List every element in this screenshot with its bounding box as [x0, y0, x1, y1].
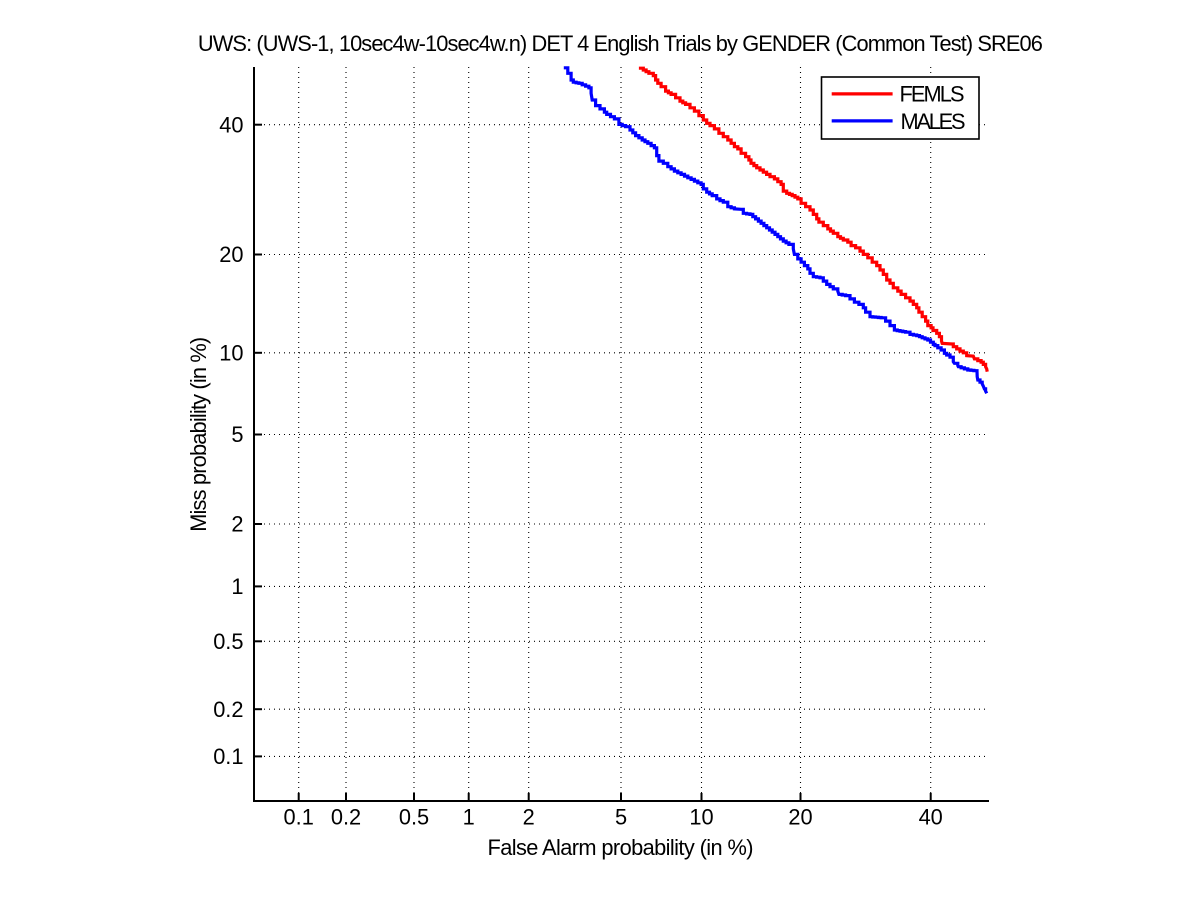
svg-text:1: 1	[463, 805, 475, 830]
svg-text:0.2: 0.2	[213, 697, 243, 722]
svg-text:20: 20	[219, 242, 243, 267]
svg-text:0.1: 0.1	[284, 805, 314, 830]
svg-text:20: 20	[788, 805, 812, 830]
svg-text:MALES: MALES	[901, 109, 966, 134]
svg-text:5: 5	[615, 805, 627, 830]
svg-text:0.5: 0.5	[213, 629, 243, 654]
svg-text:40: 40	[219, 112, 243, 137]
svg-text:FEMLS: FEMLS	[900, 82, 965, 107]
svg-text:UWS: (UWS-1, 10sec4w-10sec4w.n: UWS: (UWS-1, 10sec4w-10sec4w.n) DET 4 En…	[198, 31, 1043, 56]
svg-text:False Alarm probability (in %): False Alarm probability (in %)	[488, 835, 754, 860]
svg-text:2: 2	[523, 805, 535, 830]
svg-text:Miss probability (in %): Miss probability (in %)	[186, 337, 211, 532]
svg-text:40: 40	[919, 805, 943, 830]
svg-text:10: 10	[689, 805, 713, 830]
svg-text:10: 10	[219, 340, 243, 365]
svg-text:5: 5	[231, 422, 243, 447]
svg-text:0.5: 0.5	[399, 805, 429, 830]
svg-text:0.1: 0.1	[213, 744, 243, 769]
svg-text:0.2: 0.2	[331, 805, 361, 830]
svg-text:2: 2	[231, 512, 243, 537]
svg-text:1: 1	[231, 574, 243, 599]
